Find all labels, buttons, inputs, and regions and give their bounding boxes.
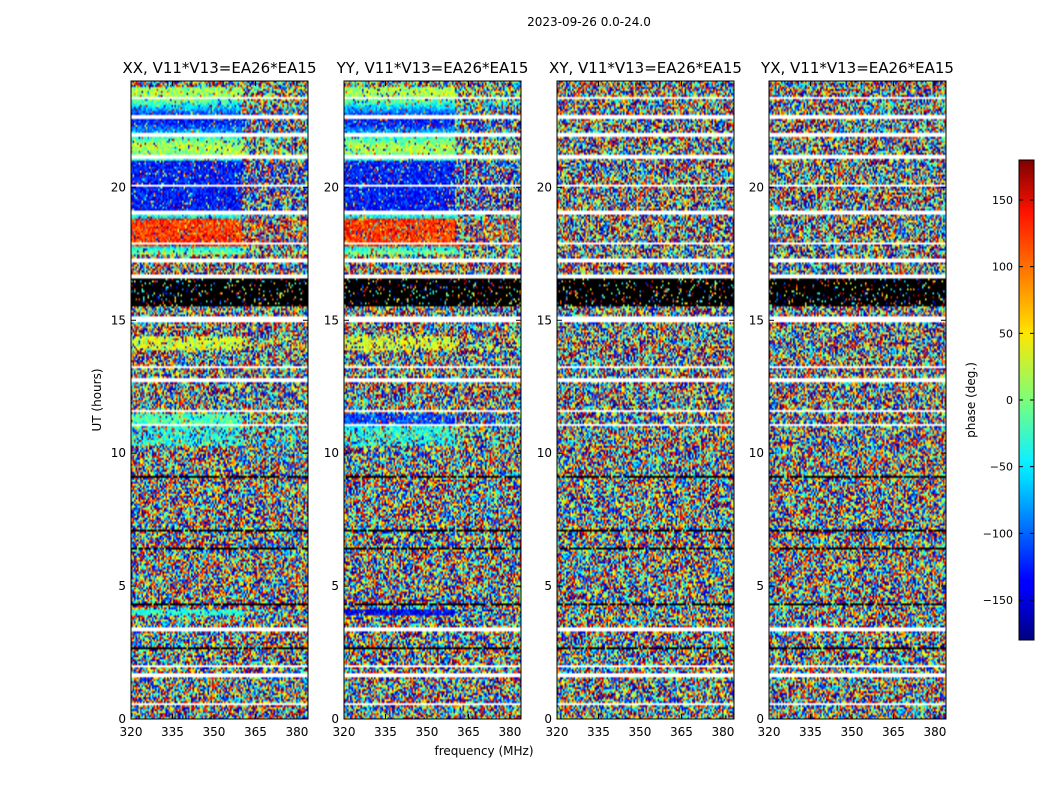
x-tick-label: 365 (670, 725, 693, 739)
colorbar-tick-label: −150 (983, 594, 1013, 607)
x-tick-label: 350 (203, 725, 226, 739)
y-tick-label: 5 (118, 579, 126, 593)
y-tick-label: 0 (544, 712, 552, 726)
plot-frame (130, 80, 309, 720)
y-tick-label: 15 (749, 313, 764, 327)
colorbar-tick-label: 100 (992, 261, 1013, 274)
panel-title: XY, V11*V13=EA26*EA15 (549, 59, 742, 77)
plot-frame (556, 80, 735, 720)
y-tick-label: 0 (756, 712, 764, 726)
colorbar-tick-label: −100 (983, 527, 1013, 540)
x-tick-label: 380 (923, 725, 946, 739)
colorbar-label: phase (deg.) (964, 362, 978, 438)
x-tick-label: 350 (841, 725, 864, 739)
x-tick-label: 320 (758, 725, 781, 739)
x-tick-label: 350 (629, 725, 652, 739)
y-tick-label: 10 (749, 446, 764, 460)
y-tick-label: 10 (324, 446, 339, 460)
x-tick-label: 380 (285, 725, 308, 739)
y-tick-label: 20 (537, 180, 552, 194)
heatmap-image (769, 81, 946, 719)
x-axis-label: frequency (MHz) (434, 744, 533, 758)
panel-xx: XX, V11*V13=EA26*EA15 320 335 350 365 380 0 5 10… (111, 59, 317, 739)
y-tick-label: 10 (537, 446, 552, 460)
x-tick-label: 320 (333, 725, 356, 739)
colorbar-tick-label: 0 (1006, 394, 1013, 407)
panel-title: YY, V11*V13=EA26*EA15 (336, 59, 529, 77)
x-tick-label: 380 (711, 725, 734, 739)
x-tick-label: 365 (457, 725, 480, 739)
suptitle: 2023-09-26 0.0-24.0 (527, 15, 651, 29)
y-tick-label: 20 (111, 180, 126, 194)
y-tick-label: 20 (324, 180, 339, 194)
plot-frame (768, 80, 947, 720)
x-tick-label: 365 (244, 725, 267, 739)
colorbar-ticks: −150 −100 −50 0 50 100 150 (983, 194, 1034, 607)
x-tick-label: 320 (546, 725, 569, 739)
panels: XX, V11*V13=EA26*EA15 320 335 350 365 380 0 5 10… (111, 59, 954, 739)
x-tick-label: 335 (161, 725, 184, 739)
y-tick-label: 0 (118, 712, 126, 726)
y-tick-label: 15 (537, 313, 552, 327)
colorbar-tick-label: 50 (999, 327, 1013, 340)
x-tick-label: 335 (587, 725, 610, 739)
colorbar-tick-label: −50 (990, 461, 1013, 474)
y-tick-label: 10 (111, 446, 126, 460)
x-tick-label: 320 (120, 725, 143, 739)
x-tick-label: 380 (498, 725, 521, 739)
panel-yx: YX, V11*V13=EA26*EA15 320 335 350 365 380 0 5 10… (749, 59, 954, 739)
y-tick-label: 20 (749, 180, 764, 194)
x-tick-label: 350 (416, 725, 439, 739)
heatmap-image (344, 81, 521, 719)
plot-frame (343, 80, 522, 720)
heatmap-image (557, 81, 734, 719)
y-axis-label: UT (hours) (90, 368, 104, 431)
panel-title: YX, V11*V13=EA26*EA15 (760, 59, 954, 77)
colorbar: −150 −100 −50 0 50 100 150 phase (deg.) (964, 159, 1035, 641)
y-tick-label: 5 (756, 579, 764, 593)
y-tick-label: 5 (331, 579, 339, 593)
panel-xy: XY, V11*V13=EA26*EA15 320 335 350 365 380 0 5 10… (537, 59, 742, 739)
y-tick-label: 5 (544, 579, 552, 593)
y-tick-label: 15 (111, 313, 126, 327)
heatmap-image (131, 81, 308, 719)
panel-title: XX, V11*V13=EA26*EA15 (122, 59, 316, 77)
x-tick-label: 335 (374, 725, 397, 739)
y-tick-label: 15 (324, 313, 339, 327)
colorbar-tick-label: 150 (992, 194, 1013, 207)
panel-yy: YY, V11*V13=EA26*EA15 320 335 350 365 380 0 5 10… (324, 59, 529, 739)
y-tick-label: 0 (331, 712, 339, 726)
x-tick-label: 335 (799, 725, 822, 739)
x-tick-label: 365 (882, 725, 905, 739)
